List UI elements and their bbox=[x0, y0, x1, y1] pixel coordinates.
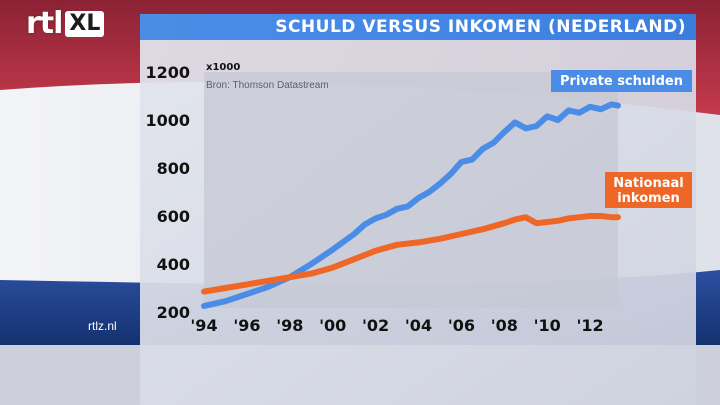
logo-rtl-text: rtl bbox=[26, 6, 63, 41]
y-tick-label: 200 bbox=[157, 303, 190, 322]
x-axis-ticks: '94 '96 '98 '00 '02 '04 '06 '08 '10 '12 bbox=[190, 316, 603, 335]
source-label: Bron: Thomson Datastream bbox=[206, 80, 329, 91]
site-url: rtlz.nl bbox=[88, 319, 117, 333]
x-tick-label: '12 bbox=[577, 316, 604, 335]
y-tick-label: 600 bbox=[157, 207, 190, 226]
x-tick-label: '00 bbox=[319, 316, 346, 335]
x-tick-label: '98 bbox=[276, 316, 303, 335]
y-tick-label: 1000 bbox=[145, 111, 190, 130]
x-tick-label: '94 bbox=[190, 316, 217, 335]
x-tick-label: '02 bbox=[362, 316, 389, 335]
rtl-xl-logo: rtl XL bbox=[26, 6, 105, 41]
legend-label-box bbox=[605, 172, 692, 208]
series-line-private-schulden bbox=[201, 101, 621, 309]
title-bar: SCHULD VERSUS INKOMEN (NEDERLAND) bbox=[140, 14, 696, 40]
x-tick-label: '08 bbox=[491, 316, 518, 335]
x-tick-label: '10 bbox=[534, 316, 561, 335]
x-tick-label: '96 bbox=[233, 316, 260, 335]
series-lines bbox=[201, 101, 621, 309]
y-axis-ticks: 1200 1000 800 600 400 200 bbox=[145, 63, 190, 322]
legend-label-private-schulden: Private schulden bbox=[551, 70, 692, 92]
y-tick-label: 800 bbox=[157, 159, 190, 178]
y-tick-label: 1200 bbox=[145, 63, 190, 82]
chart-title: SCHULD VERSUS INKOMEN (NEDERLAND) bbox=[275, 17, 686, 37]
x-tick-label: '06 bbox=[448, 316, 475, 335]
legend-label-text: Nationaal bbox=[613, 176, 684, 191]
unit-label: x1000 bbox=[206, 62, 240, 73]
legend-label-text: inkomen bbox=[617, 191, 680, 206]
logo-xl-badge: XL bbox=[65, 10, 105, 37]
series-line-nationaal-inkomen bbox=[201, 213, 621, 295]
y-tick-label: 400 bbox=[157, 255, 190, 274]
x-tick-label: '04 bbox=[405, 316, 432, 335]
legend-label-box bbox=[551, 70, 692, 92]
legend-label-text: Private schulden bbox=[560, 74, 683, 89]
